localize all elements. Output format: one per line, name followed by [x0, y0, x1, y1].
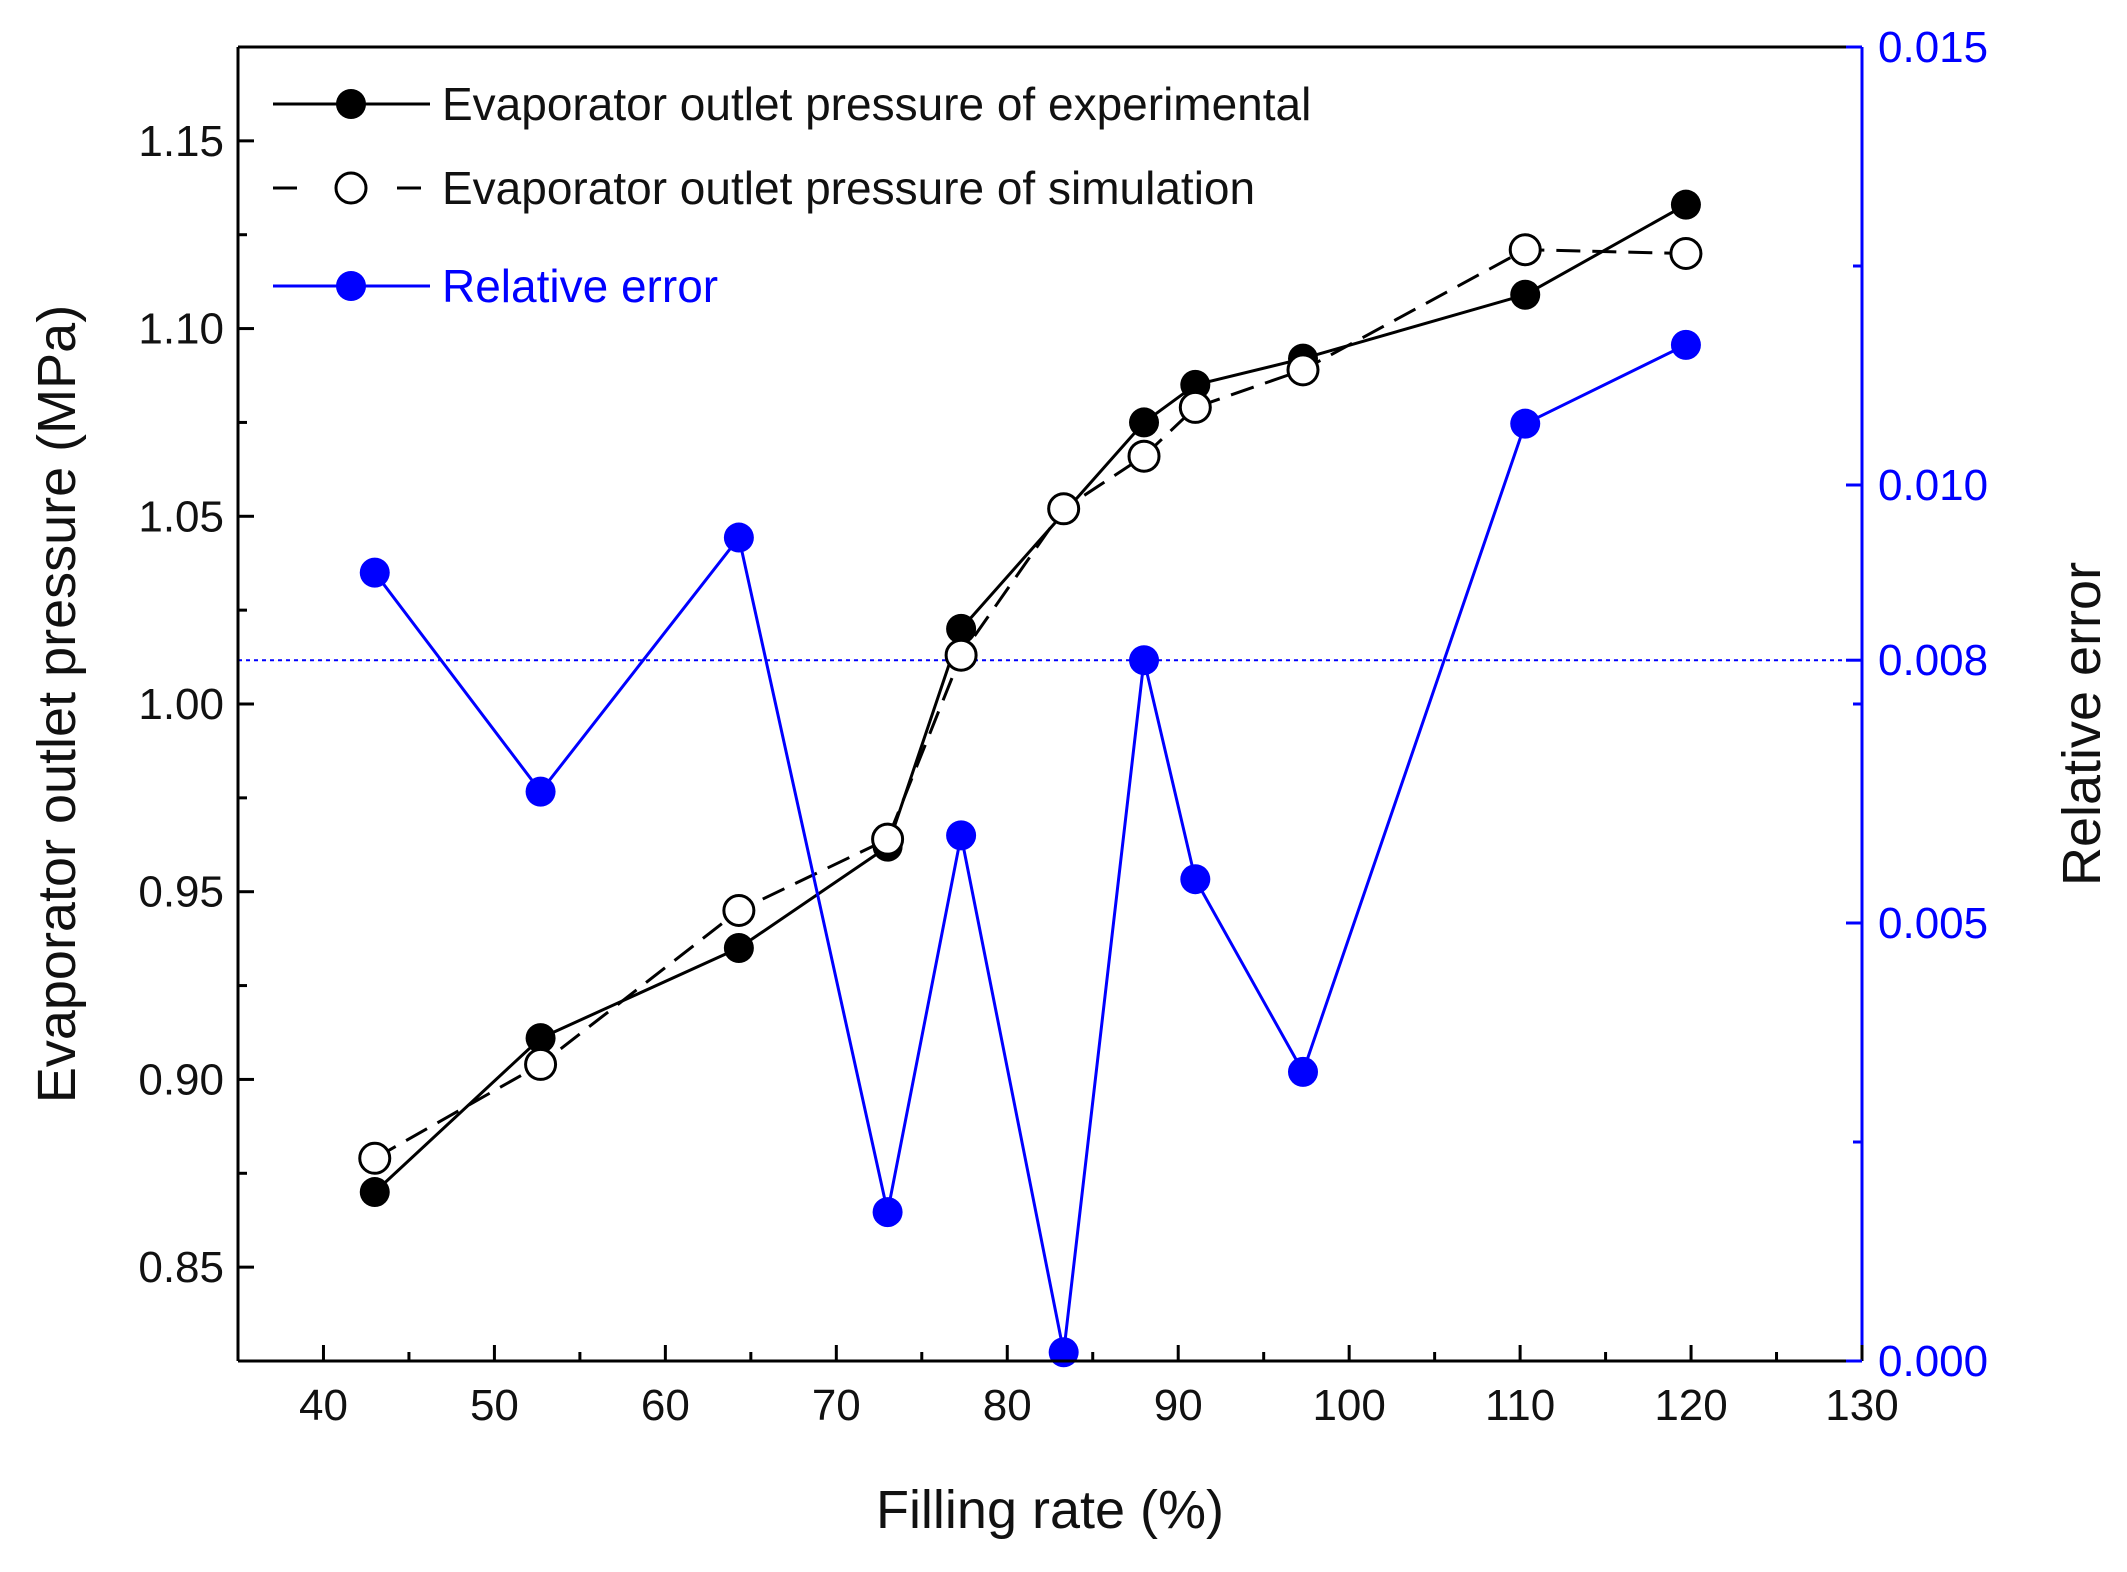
data-point-relative-error-6 — [1129, 645, 1160, 676]
data-point-evaporator-outlet-pressure-of-simulation-3 — [871, 822, 905, 856]
data-point-evaporator-outlet-pressure-of-experimental-0 — [359, 1177, 390, 1208]
data-point-evaporator-outlet-pressure-of-experimental-1 — [525, 1023, 556, 1054]
data-point-evaporator-outlet-pressure-of-simulation-10 — [1669, 236, 1703, 270]
data-point-relative-error-8 — [1288, 1056, 1319, 1087]
data-point-relative-error-0 — [359, 557, 390, 588]
series-line-relative-error — [373, 343, 1687, 1354]
series-line-evaporator-outlet-pressure-of-experimental — [373, 203, 1687, 1194]
left-tick-label-0-90: 0.90 — [138, 1055, 224, 1104]
x-tick-label-90: 90 — [1154, 1381, 1203, 1430]
data-point-relative-error-2 — [723, 522, 754, 553]
data-point-evaporator-outlet-pressure-of-simulation-2 — [722, 893, 756, 927]
data-point-relative-error-5 — [1048, 1337, 1079, 1368]
legend-marker-relative-error — [336, 271, 366, 301]
data-point-evaporator-outlet-pressure-of-experimental-8 — [1510, 279, 1541, 310]
data-point-evaporator-outlet-pressure-of-experimental-5 — [1129, 407, 1160, 438]
x-tick-label-110: 110 — [1485, 1381, 1555, 1430]
left-tick-label-1-05: 1.05 — [138, 492, 224, 541]
left-y-axis-title: Evaporator outlet pressure (MPa) — [27, 305, 87, 1103]
data-point-evaporator-outlet-pressure-of-experimental-9 — [1670, 189, 1701, 220]
data-point-relative-error-4 — [946, 820, 977, 851]
data-point-relative-error-9 — [1510, 408, 1541, 439]
left-tick-label-1-10: 1.10 — [138, 305, 224, 354]
left-tick-label-1-15: 1.15 — [138, 117, 224, 166]
series-line-evaporator-outlet-pressure-of-simulation — [374, 248, 1686, 1160]
data-point-evaporator-outlet-pressure-of-simulation-6 — [1127, 439, 1161, 473]
data-point-evaporator-outlet-pressure-of-simulation-4 — [944, 638, 978, 672]
right-tick-label-0-005: 0.005 — [1878, 899, 1988, 948]
right-y-axis-title: Relative error — [2052, 562, 2112, 886]
x-axis-title: Filling rate (%) — [876, 1480, 1224, 1540]
left-tick-label-1-00: 1.00 — [138, 680, 224, 729]
data-point-evaporator-outlet-pressure-of-experimental-2 — [723, 933, 754, 964]
x-tick-label-130: 130 — [1825, 1381, 1898, 1430]
axis-titles-layer: Filling rate (%) Evaporator outlet pressu… — [27, 305, 2112, 1540]
left-tick-label-0-85: 0.85 — [138, 1243, 224, 1292]
right-tick-label-0-015: 0.015 — [1878, 23, 1988, 72]
x-tick-label-50: 50 — [470, 1381, 519, 1430]
x-tick-label-70: 70 — [812, 1381, 861, 1430]
x-tick-label-80: 80 — [983, 1381, 1032, 1430]
x-tick-label-120: 120 — [1654, 1381, 1727, 1430]
legend: Evaporator outlet pressure of experiment… — [273, 78, 1311, 312]
data-point-evaporator-outlet-pressure-of-simulation-8 — [1286, 353, 1320, 387]
data-point-relative-error-7 — [1180, 864, 1211, 895]
data-point-evaporator-outlet-pressure-of-simulation-7 — [1178, 390, 1212, 424]
x-tick-label-100: 100 — [1312, 1381, 1385, 1430]
data-point-evaporator-outlet-pressure-of-simulation-5 — [1047, 492, 1081, 526]
data-point-relative-error-1 — [525, 776, 556, 807]
legend-label-evaporator-outlet-pressure-of-experimental: Evaporator outlet pressure of experiment… — [442, 78, 1311, 130]
data-point-evaporator-outlet-pressure-of-experimental-6 — [1180, 369, 1211, 400]
legend-marker-evaporator-outlet-pressure-of-experimental — [336, 89, 366, 119]
right-tick-label-0-008: 0.008 — [1878, 636, 1988, 685]
data-point-evaporator-outlet-pressure-of-experimental-4 — [946, 613, 977, 644]
x-tick-label-40: 40 — [299, 1381, 348, 1430]
tick-layer: 40 50 60 70 80 90 100 110 120 130 0.85 0.90 0.95 1.00… — [138, 23, 1988, 1430]
x-tick-label-60: 60 — [641, 1381, 690, 1430]
legend-label-evaporator-outlet-pressure-of-simulation: Evaporator outlet pressure of simulation — [442, 162, 1255, 214]
right-tick-label-0-010: 0.010 — [1878, 461, 1988, 510]
data-point-evaporator-outlet-pressure-of-simulation-9 — [1508, 233, 1542, 267]
data-point-evaporator-outlet-pressure-of-simulation-1 — [524, 1047, 558, 1081]
data-point-evaporator-outlet-pressure-of-simulation-0 — [358, 1141, 392, 1175]
series-lines-layer — [373, 203, 1687, 1354]
left-tick-label-0-95: 0.95 — [138, 868, 224, 917]
data-point-relative-error-3 — [872, 1197, 903, 1228]
legend-marker-evaporator-outlet-pressure-of-simulation — [334, 171, 368, 205]
data-point-relative-error-10 — [1670, 329, 1701, 360]
legend-label-relative-error: Relative error — [442, 260, 718, 312]
right-tick-label-0-000: 0.000 — [1878, 1337, 1988, 1386]
